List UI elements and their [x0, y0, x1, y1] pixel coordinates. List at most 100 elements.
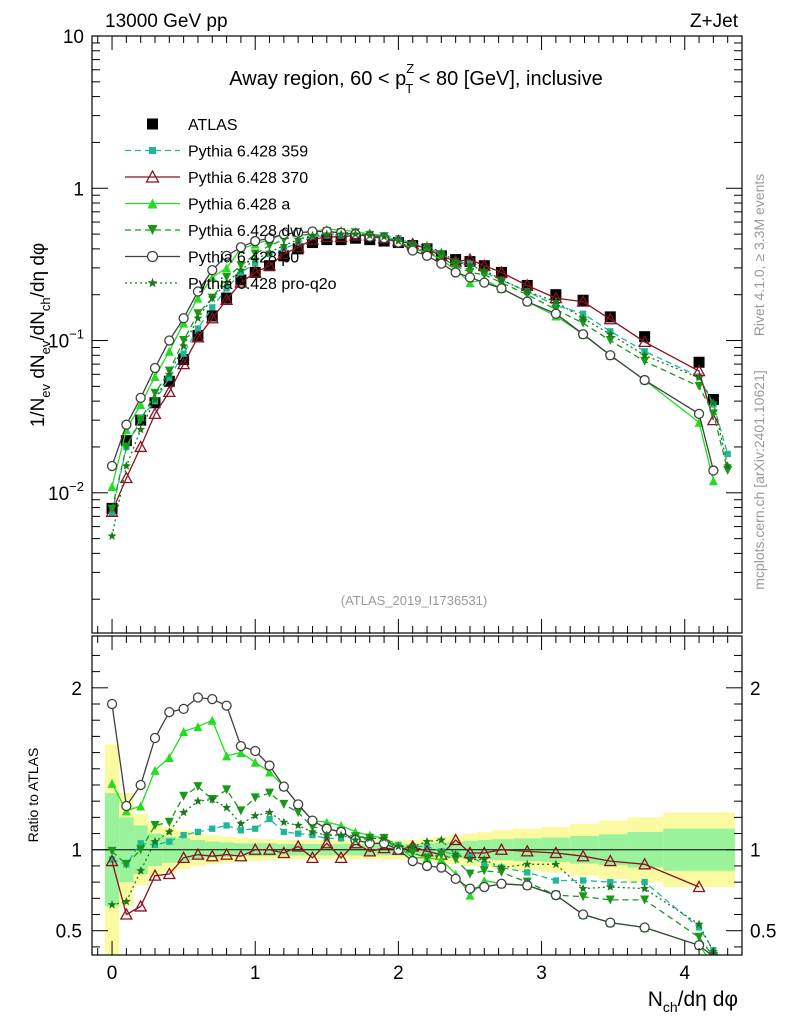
x-tick-label: 3: [536, 963, 547, 984]
data-point-pythia-6-428-370: [234, 275, 248, 288]
data-point-pythia-6-428-pro-q2o: [207, 293, 217, 302]
data-point-pythia-6-428-pro-q2o: [336, 229, 346, 238]
data-point-pythia-6-428-370: [576, 294, 590, 307]
ratio-point-pythia-6-428-370: [205, 849, 219, 862]
ratio-point-pythia-6-428-pro-q2o: [293, 820, 303, 830]
ratio-point-pythia-6-428-370: [334, 850, 348, 863]
ratio-point-pythia-6-428-dw: [465, 869, 475, 879]
data-point-pythia-6-428-dw: [708, 409, 718, 419]
ratio-point-pythia-6-428-359: [223, 822, 230, 829]
ratio-point-pythia-6-428-pro-q2o: [436, 835, 446, 844]
ratio-point-pythia-6-428-pro-q2o: [522, 859, 532, 869]
ratio-point-pythia-6-428-a: [136, 801, 146, 811]
data-point-atlas: [693, 356, 705, 368]
data-point-pythia-6-428-dw: [522, 290, 532, 300]
data-point-pythia-6-428-p0: [264, 233, 275, 244]
data-point-atlas: [335, 234, 347, 246]
data-point-pythia-6-428-pro-q2o: [222, 277, 232, 287]
data-point-pythia-6-428-p0: [192, 286, 204, 297]
ratio-series-pythia-6-428-pro-q2o: [107, 794, 718, 955]
data-point-pythia-6-428-pro-q2o: [393, 236, 403, 245]
data-point-pythia-6-428-pro-q2o: [578, 313, 588, 323]
data-point-pythia-6-428-370: [105, 504, 119, 517]
data-point-pythia-6-428-p0: [135, 392, 146, 404]
ratio-point-pythia-6-428-dw: [479, 866, 489, 876]
legend-label-pythia-6-428-a: Pythia 6.428 a: [188, 197, 290, 214]
data-point-pythia-6-428-pro-q2o: [350, 229, 360, 238]
ratio-point-pythia-6-428-p0: [192, 692, 204, 703]
ratio-point-pythia-6-428-359: [194, 828, 202, 836]
x-tick-label: 1: [250, 963, 261, 984]
data-point-pythia-6-428-p0: [577, 329, 589, 340]
ratio-point-pythia-6-428-359: [252, 825, 259, 832]
data-point-pythia-6-428-p0: [164, 335, 175, 346]
ratio-point-pythia-6-428-370: [119, 907, 133, 920]
ratio-point-pythia-6-428-p0: [421, 860, 433, 872]
data-point-pythia-6-428-370: [177, 357, 191, 370]
legend-label-pythia-6-428-p0: Pythia 6.428 p0: [188, 250, 299, 267]
ratio-point-pythia-6-428-a: [709, 960, 718, 969]
data-point-pythia-6-428-p0: [450, 267, 461, 278]
data-point-atlas: [604, 311, 616, 323]
data-point-pythia-6-428-359: [194, 325, 202, 332]
data-point-pythia-6-428-370: [162, 385, 176, 398]
data-point-pythia-6-428-a: [222, 263, 232, 273]
series-pythia-6-428-dw: [107, 227, 733, 514]
ratio-point-pythia-6-428-p0: [264, 760, 275, 771]
legend-marker-pythia-6-428-359: [149, 147, 156, 154]
ratio-point-pythia-6-428-a: [164, 752, 174, 762]
main-series-layer: [105, 224, 733, 540]
ratio-point-pythia-6-428-pro-q2o: [479, 854, 489, 864]
mcplots-source-label: mcplots.cern.ch [arXiv:2401.10621]: [751, 370, 767, 589]
ratio-point-pythia-6-428-370: [638, 857, 652, 870]
main-y-tick-label: 1: [73, 179, 84, 200]
data-point-pythia-6-428-pro-q2o: [107, 531, 117, 540]
data-point-pythia-6-428-370: [134, 440, 148, 453]
data-point-pythia-6-428-pro-q2o: [694, 373, 704, 382]
ratio-series-pythia-6-428-p0: [106, 692, 719, 955]
main-y-tick-base: 10: [63, 27, 84, 48]
header-right-label: Z+Jet: [690, 11, 739, 32]
ratio-point-pythia-6-428-pro-q2o: [179, 807, 189, 817]
ratio-point-pythia-6-428-359: [552, 877, 560, 884]
x-tick-label: 2: [393, 963, 404, 984]
ratio-point-pythia-6-428-dw: [164, 817, 174, 827]
main-y-tick-exponent: −1: [69, 327, 84, 342]
ratio-y-tick-label-right: 2: [750, 679, 761, 700]
data-point-pythia-6-428-p0: [106, 460, 118, 472]
ratio-point-pythia-6-428-p0: [639, 922, 650, 933]
ratio-panel: 0.5 0.5 1 1 2 2 0 1 2 3 4: [56, 635, 776, 984]
ratio-point-pythia-6-428-pro-q2o: [365, 833, 375, 843]
data-point-pythia-6-428-a: [207, 272, 217, 282]
ratio-point-pythia-6-428-359: [237, 827, 245, 834]
data-point-pythia-6-428-pro-q2o: [422, 240, 432, 250]
ratio-point-pythia-6-428-pro-q2o: [136, 866, 146, 875]
legend-entry-pythia-6-428-359: Pythia 6.428 359: [125, 144, 308, 161]
ratio-point-pythia-6-428-359: [151, 841, 159, 849]
header-left-label: 13000 GeV pp: [105, 11, 228, 32]
data-point-pythia-6-428-pro-q2o: [121, 461, 131, 470]
ratio-point-pythia-6-428-dw: [222, 785, 232, 795]
data-point-pythia-6-428-a: [136, 400, 146, 410]
ratio-point-pythia-6-428-370: [162, 867, 176, 880]
ratio-point-pythia-6-428-pro-q2o: [497, 862, 506, 872]
ratio-point-pythia-6-428-a: [250, 757, 260, 767]
ratio-point-pythia-6-428-pro-q2o: [207, 794, 217, 804]
ratio-point-pythia-6-428-pro-q2o: [150, 836, 160, 846]
legend-entry-pythia-6-428-dw: Pythia 6.428 dw: [125, 223, 302, 240]
ratio-point-pythia-6-428-370: [576, 849, 590, 862]
data-point-pythia-6-428-pro-q2o: [279, 240, 289, 250]
data-point-pythia-6-428-359: [209, 304, 216, 311]
legend-marker-atlas: [147, 118, 158, 130]
main-y-tick-exponent: −2: [69, 479, 84, 494]
data-point-pythia-6-428-dw: [150, 388, 160, 398]
data-point-atlas: [577, 294, 589, 306]
rivet-version-label: Rivet 4.1.0, ≥ 3.3M events: [751, 174, 767, 337]
data-point-pythia-6-428-dw: [222, 272, 232, 282]
ratio-frame: [91, 635, 743, 956]
ratio-point-pythia-6-428-p0: [106, 698, 118, 710]
legend-entry-pythia-6-428-370: Pythia 6.428 370: [125, 169, 308, 187]
legend-label-pythia-6-428-370: Pythia 6.428 370: [188, 170, 308, 187]
ratio-point-pythia-6-428-370: [219, 847, 234, 860]
